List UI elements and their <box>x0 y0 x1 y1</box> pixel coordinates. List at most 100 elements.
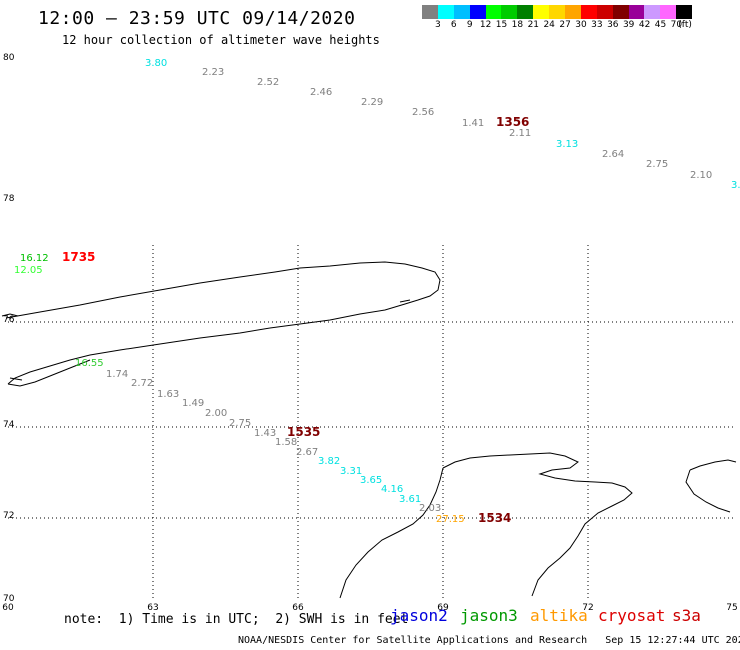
novaya-zemlya-south-coast <box>7 359 91 387</box>
legend-label: 24 <box>543 20 555 30</box>
footer-credit: NOAA/NESDIS Center for Satellite Applica… <box>238 635 740 646</box>
wave-value: 2.10 <box>690 170 712 181</box>
wave-value: 12.05 <box>14 265 43 276</box>
pass-time: 1534 <box>478 511 511 525</box>
color-legend-labels: 3 6 9 12 15 18 21 24 27 30 33 36 39 42 45 70 (ft) <box>422 20 740 32</box>
wave-value: 3.13 <box>556 139 578 150</box>
wave-value: 2.72 <box>131 378 153 389</box>
legend-label: 15 <box>495 20 508 30</box>
wave-value: 3.80 <box>145 58 167 69</box>
pass-time-labels: 1356 1735 1535 1534 <box>62 115 529 525</box>
legend-swatch <box>469 5 486 19</box>
legend-label: 45 <box>654 20 667 30</box>
wave-value: 2.29 <box>361 97 383 108</box>
pass-time: 1356 <box>496 115 529 129</box>
wave-value: 27.15 <box>436 514 465 525</box>
wave-value: 3.82 <box>318 456 340 467</box>
legend-swatch <box>612 5 629 19</box>
legend-swatch <box>565 5 581 19</box>
lon-label: 60 <box>2 603 14 613</box>
wave-value: 3.61 <box>399 494 421 505</box>
islands <box>1 299 411 381</box>
lon-label: 69 <box>437 603 449 613</box>
wave-value: 1.41 <box>462 118 484 129</box>
legend-swatch <box>422 5 438 19</box>
legend-label: 18 <box>511 20 524 30</box>
gridlines <box>8 245 736 600</box>
wave-value: 2.75 <box>229 418 251 429</box>
yamal-coast <box>442 452 633 597</box>
wave-value: 4.16 <box>381 484 403 495</box>
wave-value: 2.75 <box>646 159 668 170</box>
legend-swatch <box>437 5 454 19</box>
legend-unit: (ft) <box>678 20 692 30</box>
wave-value: 2.64 <box>602 149 624 160</box>
coastlines <box>1 261 737 599</box>
lon-label: 63 <box>147 603 158 613</box>
legend-swatch <box>485 5 502 19</box>
map-subtitle: 12 hour collection of altimeter wave hei… <box>62 33 380 47</box>
lat-label: 72 <box>3 511 14 521</box>
legend-sat-jason3: jason3 <box>460 606 518 625</box>
wave-value: 3. <box>731 180 740 191</box>
legend-swatch <box>596 5 613 19</box>
legend-swatch <box>549 5 566 19</box>
pass-time: 1535 <box>287 425 320 439</box>
legend-label: 70 <box>670 20 683 30</box>
legend-swatch <box>660 5 677 19</box>
lon-label: 66 <box>292 603 304 613</box>
wave-value: 1.63 <box>157 389 179 400</box>
color-legend <box>422 5 693 19</box>
map-title: 12:00 – 23:59 UTC 09/14/2020 <box>38 8 356 29</box>
lon-label: 75 <box>726 603 737 613</box>
legend-label: 33 <box>591 20 603 30</box>
latitude-labels: 80 78 76 74 72 70 <box>3 53 15 604</box>
legend-label: 21 <box>527 20 540 30</box>
wave-value: 2.67 <box>296 447 318 458</box>
lat-label: 76 <box>3 315 15 325</box>
legend-sat-altika: altika <box>530 606 588 625</box>
longitude-labels: 60 63 66 69 72 75 <box>2 603 737 613</box>
wave-value: 2.00 <box>205 408 227 419</box>
gydan-coast <box>685 459 737 513</box>
legend-label: 3 <box>435 20 441 30</box>
legend-swatch <box>453 5 470 19</box>
lat-label: 78 <box>3 194 15 204</box>
legend-label: 9 <box>466 20 473 30</box>
wave-value: 3.31 <box>340 466 362 477</box>
wave-value: 2.11 <box>509 128 531 139</box>
wave-height-values: 3.80 2.23 2.52 2.46 2.29 2.56 1.41 2.11 … <box>14 58 740 525</box>
wave-value: 1.58 <box>275 437 297 448</box>
legend-sat-s3a: s3a <box>672 606 701 625</box>
legend-label: 30 <box>575 20 587 30</box>
legend-label: 6 <box>450 20 457 30</box>
legend-swatch <box>533 5 550 19</box>
wave-value: 1.43 <box>254 428 276 439</box>
wave-value: 3.65 <box>360 475 382 486</box>
lat-label: 74 <box>3 420 15 430</box>
legend-label: 36 <box>607 20 619 30</box>
legend-label: 39 <box>622 20 635 30</box>
wave-value: 2.23 <box>202 67 224 78</box>
wave-value: 2.46 <box>310 87 332 98</box>
wave-value: 1.74 <box>106 369 128 380</box>
novaya-zemlya-north-coast <box>5 261 441 385</box>
wave-value: 16.55 <box>75 358 104 369</box>
legend-swatch <box>501 5 518 19</box>
footer-note: note: 1) Time is in UTC; 2) SWH is in fe… <box>64 612 409 627</box>
wave-value: 2.56 <box>412 107 434 118</box>
legend-label: 27 <box>559 20 571 30</box>
wave-value: 16.12 <box>20 253 49 264</box>
legend-swatch <box>644 5 661 19</box>
lon-label: 72 <box>582 603 593 613</box>
legend-label: 12 <box>479 20 492 30</box>
pass-time: 1735 <box>62 250 95 264</box>
legend-sat-cryosat: cryosat <box>598 606 666 625</box>
wave-value: 2.52 <box>257 77 279 88</box>
wave-value: 1.49 <box>182 398 204 409</box>
lat-label: 70 <box>3 594 15 604</box>
legend-swatch <box>580 5 597 19</box>
legend-swatch <box>628 5 645 19</box>
legend-swatch <box>517 5 534 19</box>
